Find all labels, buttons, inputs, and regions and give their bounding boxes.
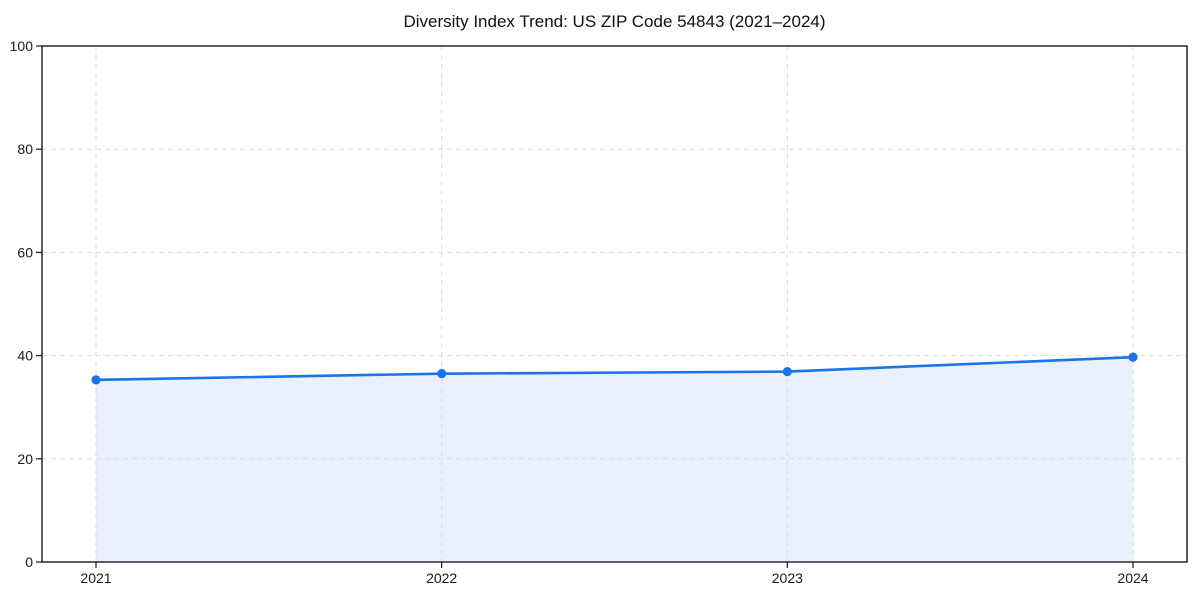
chart-title: Diversity Index Trend: US ZIP Code 54843… xyxy=(403,12,826,31)
x-tick-label: 2024 xyxy=(1117,570,1148,586)
y-tick-label: 20 xyxy=(17,451,33,467)
x-tick-label: 2023 xyxy=(772,570,803,586)
x-tick-label: 2021 xyxy=(80,570,111,586)
y-tick-label: 0 xyxy=(25,554,33,570)
plot-border xyxy=(41,45,1188,563)
y-tick-label: 60 xyxy=(17,244,33,260)
data-point-2021 xyxy=(91,375,101,385)
plot-background xyxy=(42,46,1187,562)
data-point-2023 xyxy=(782,366,792,377)
data-point-2024 xyxy=(1128,352,1138,362)
trend-line xyxy=(94,355,1135,382)
area-fill xyxy=(96,357,1133,562)
y-tick-label: 40 xyxy=(17,348,33,364)
x-tick-label: 2022 xyxy=(426,570,457,586)
y-tick-label: 100 xyxy=(10,38,34,54)
y-tick-label: 80 xyxy=(17,141,33,157)
data-point-2022 xyxy=(437,369,447,379)
